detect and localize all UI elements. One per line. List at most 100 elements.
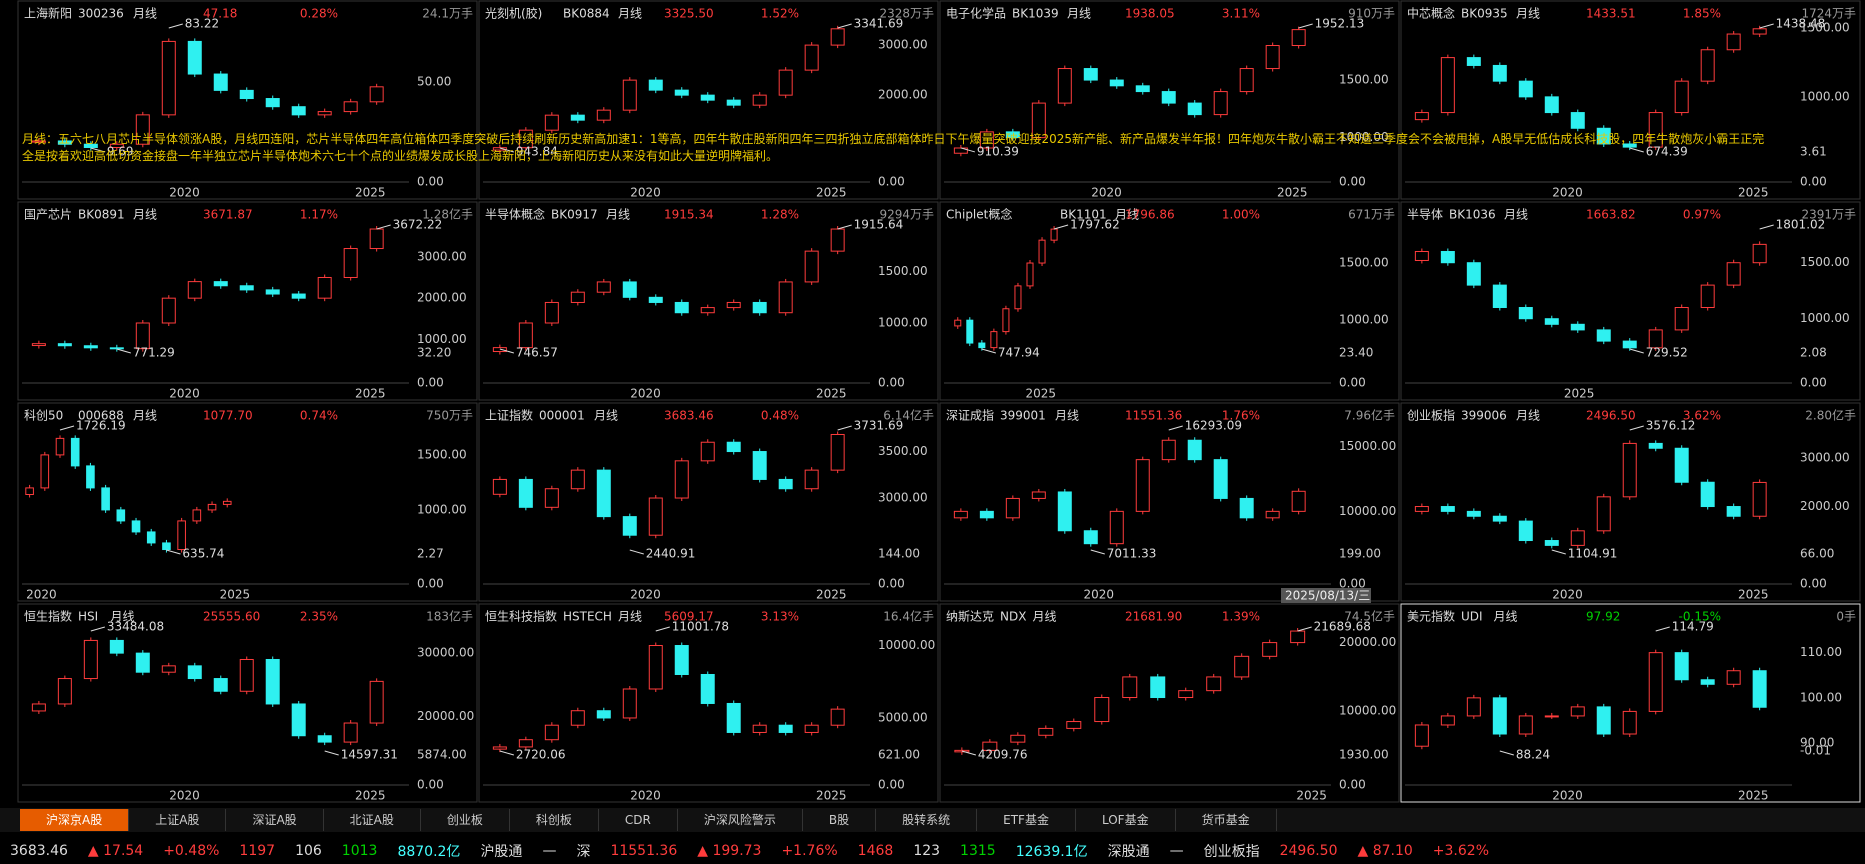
panel-name: 创业板指 xyxy=(1407,408,1455,423)
candle xyxy=(1466,262,1481,286)
date-tip-bg xyxy=(1281,588,1371,603)
panel-price: 1077.70 xyxy=(203,409,253,423)
panel-name: 深证成指 xyxy=(946,408,994,423)
tab[interactable]: 科创板 xyxy=(510,809,599,831)
annotation-low: 2440.91 xyxy=(646,547,696,561)
candle xyxy=(1466,510,1481,517)
panel-frame xyxy=(17,0,478,200)
candle xyxy=(1440,251,1455,264)
candle xyxy=(492,347,507,353)
candle xyxy=(804,724,819,733)
candle xyxy=(570,114,585,121)
tab[interactable]: 沪深京A股 xyxy=(20,809,130,831)
tab[interactable]: 深证A股 xyxy=(226,809,324,831)
candle xyxy=(1440,715,1455,726)
annotation-note: 月线：五六七八月芯片半导体领涨A股，月线四连阳，芯片半导体四年高位箱体四季度突破… xyxy=(22,132,1765,163)
panel-frame xyxy=(478,603,939,803)
x-year-label: 2020 xyxy=(169,186,200,200)
candle xyxy=(291,293,306,299)
panel-price: 2496.50 xyxy=(1586,409,1636,423)
volume-tick-label: 0.00 xyxy=(878,376,905,390)
candle xyxy=(1544,318,1559,325)
candle xyxy=(265,658,280,705)
candle xyxy=(622,688,637,719)
annotation-low: 2720.06 xyxy=(516,748,566,762)
status-item: 深 xyxy=(576,844,591,860)
y-tick-label: 50.00 xyxy=(417,75,451,89)
candle xyxy=(317,276,332,299)
candle xyxy=(1414,112,1429,121)
candle xyxy=(1466,57,1481,66)
panel-period: 月线 xyxy=(1033,610,1057,624)
candle xyxy=(55,437,65,456)
tab-bar: 沪深京A股 上证A股 深证A股 北证A股 创业板 科创板 CDR 沪深风险警示 B股 股转系统 ET… xyxy=(0,808,1865,832)
tab[interactable]: 上证A股 xyxy=(129,809,227,831)
candle xyxy=(222,500,232,505)
candle xyxy=(1674,80,1689,114)
tab[interactable]: 北证A股 xyxy=(324,809,421,831)
candle xyxy=(135,652,150,673)
y-tick-label: 1000.00 xyxy=(878,315,928,329)
candle xyxy=(86,465,95,489)
candle xyxy=(1752,481,1767,517)
candle xyxy=(1026,262,1034,287)
panel-name: 半导体 xyxy=(1407,208,1443,222)
panel-volume: 750万手 xyxy=(426,409,473,423)
panel-change: 0.48% xyxy=(761,409,799,423)
tab[interactable]: 货币基金 xyxy=(1176,809,1277,831)
annotation-arrow xyxy=(499,147,514,153)
tab[interactable]: B股 xyxy=(803,809,877,831)
annotation-high: 1797.62 xyxy=(1070,218,1120,232)
panel-name: 国产芯片 xyxy=(24,208,72,222)
panel-period: 月线 xyxy=(606,208,630,222)
tab[interactable]: 股转系统 xyxy=(876,809,978,831)
panel-period: 月线 xyxy=(133,7,157,21)
annotation-arrow xyxy=(1759,224,1774,230)
candle xyxy=(979,510,994,519)
annotation-arrow xyxy=(837,425,852,431)
volume-tick-label: 0.00 xyxy=(417,778,444,792)
x-year-label: 2025 xyxy=(355,789,386,803)
candle xyxy=(726,301,741,309)
y-tick-label: 1500.00 xyxy=(1339,73,1389,87)
candle xyxy=(239,285,254,291)
annotation-arrow xyxy=(168,23,183,29)
panel-code: NDX xyxy=(1000,610,1026,624)
tab[interactable]: ETF基金 xyxy=(977,809,1076,831)
candle xyxy=(700,673,715,704)
candle xyxy=(990,331,998,349)
volume-tick-label: 144.00 xyxy=(878,547,920,561)
candle xyxy=(1005,497,1020,519)
candle xyxy=(369,86,384,103)
status-item: +3.62% xyxy=(1432,843,1490,859)
tab[interactable]: 沪深风险警示 xyxy=(678,809,803,831)
candle xyxy=(1213,459,1228,499)
annotation-high: 1915.64 xyxy=(854,218,904,232)
candle xyxy=(1648,329,1663,349)
tab[interactable]: CDR xyxy=(599,809,678,831)
candle xyxy=(1752,28,1767,35)
volume-tick-label: 0.00 xyxy=(417,175,444,189)
panel-name: 光刻机(胶) xyxy=(485,6,542,21)
tab[interactable]: LOF基金 xyxy=(1076,809,1176,831)
panel-name: 科创50 xyxy=(24,409,63,423)
candle xyxy=(135,114,150,145)
annotation-arrow xyxy=(1629,348,1644,354)
y-tick-label: 1000.00 xyxy=(417,502,467,516)
candle xyxy=(1544,715,1559,718)
panel-period: 月线 xyxy=(1067,7,1091,21)
candle xyxy=(1648,112,1663,148)
candle xyxy=(187,281,202,299)
x-year-label: 2020 xyxy=(1552,789,1583,803)
annotation-arrow xyxy=(1499,750,1514,756)
candle xyxy=(1570,530,1585,546)
chart-grid: 上海新阳 300236 月线 47.18 0.28% 24.1万手 83.22 9.69 50.… xyxy=(17,0,1861,803)
annotation-high: 114.79 xyxy=(1672,620,1714,634)
tab[interactable]: 创业板 xyxy=(421,809,510,831)
panel-frame xyxy=(1400,0,1861,200)
candle xyxy=(1290,630,1306,644)
annotation-arrow xyxy=(116,348,131,354)
candle xyxy=(953,510,968,519)
status-item: 1468 xyxy=(857,843,894,859)
